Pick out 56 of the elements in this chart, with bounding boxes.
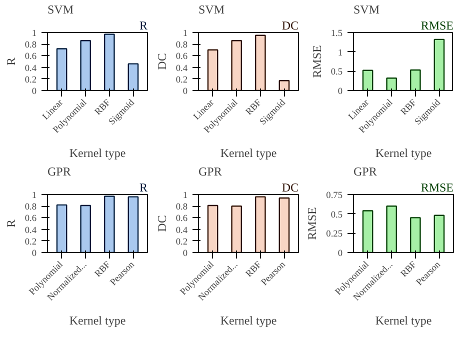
chart-title: SVM	[354, 2, 380, 16]
y-tick-label: 0.75	[326, 191, 343, 201]
chart-title: GPR	[198, 164, 222, 178]
text: R	[139, 18, 148, 32]
x-axis-title: Kernel type	[69, 146, 126, 160]
series-label: DC	[282, 180, 298, 194]
series-label: RMSE	[420, 180, 454, 194]
series-label: R	[139, 180, 148, 194]
series-label: RMSE	[420, 18, 454, 32]
y-axis-title: DC	[154, 215, 169, 232]
chart-title: SVM	[48, 2, 74, 16]
y-tick-label: 0.6	[176, 52, 188, 62]
y-tick-label: 0	[338, 249, 343, 259]
y-tick-label: 0.6	[176, 214, 188, 224]
x-axis-title: Kernel type	[375, 314, 432, 328]
y-tick-label: 0.8	[24, 202, 37, 213]
y-axis-title: R	[4, 219, 18, 228]
y-tick-label: 0.5	[330, 210, 343, 220]
y-tick-label: 0.5	[330, 68, 343, 78]
chart-title: GPR	[354, 164, 377, 178]
y-axis-title: RMSE	[305, 207, 320, 240]
y-tick-label: 1	[182, 29, 188, 39]
y-tick-label: 1	[32, 191, 37, 201]
x-axis-title: Kernel type	[375, 146, 432, 160]
series-label: DC	[282, 18, 298, 32]
y-tick-label: 1.5	[330, 29, 343, 39]
y-tick-label: 0.4	[24, 64, 37, 74]
y-tick-label: 0.8	[176, 202, 188, 213]
y-tick-label: 0	[32, 249, 37, 259]
y-tick-label: 0.4	[176, 64, 188, 74]
y-tick-label: 0.8	[24, 40, 37, 51]
y-tick-label: 1	[338, 48, 343, 58]
y-tick-label: 0.2	[176, 75, 188, 86]
y-tick-label: 1	[182, 191, 188, 201]
x-axis-title: Kernel type	[220, 146, 277, 160]
y-tick-label: 0	[32, 87, 37, 97]
y-axis-title: DC	[154, 53, 169, 70]
y-axis-title: R	[4, 57, 18, 66]
x-axis-title: Kernel type	[69, 314, 126, 328]
y-tick-label: 0.4	[176, 226, 188, 236]
y-tick-label: 0.6	[24, 52, 37, 62]
chart-title: GPR	[48, 164, 71, 178]
y-tick-label: 1	[32, 29, 37, 39]
y-tick-label: 0.4	[24, 226, 37, 236]
y-tick-label: 0.2	[24, 75, 37, 86]
x-axis-title: Kernel type	[220, 314, 277, 328]
y-tick-label: 0.2	[24, 237, 37, 248]
y-axis-title: RMSE	[310, 45, 324, 78]
y-tick-label: 0.2	[176, 237, 188, 248]
y-tick-label: 0	[182, 249, 188, 259]
y-tick-label: 0.25	[326, 230, 343, 240]
y-tick-label: 0.6	[24, 214, 37, 224]
y-tick-label: 0	[338, 87, 343, 97]
y-tick-label: 0.8	[176, 40, 188, 51]
y-tick-label: 0	[182, 87, 188, 97]
chart-title: SVM	[198, 2, 225, 16]
